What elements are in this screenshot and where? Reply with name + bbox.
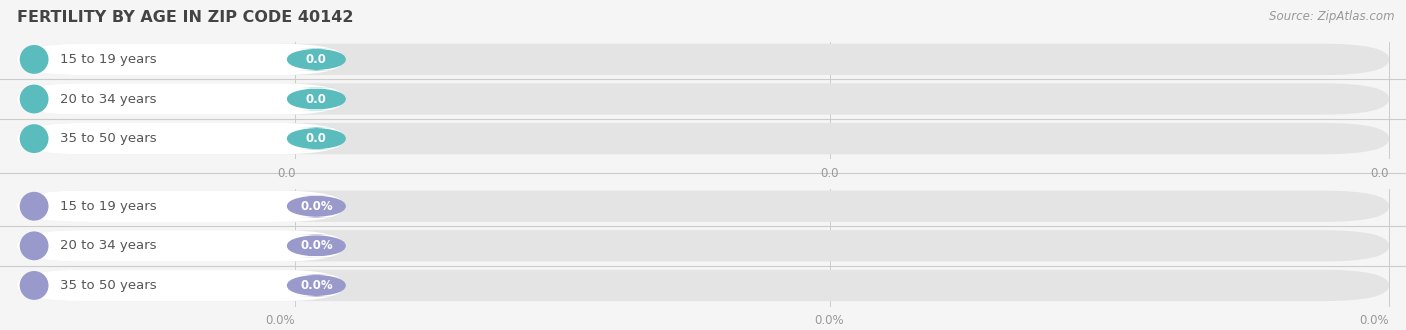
Text: 15 to 19 years: 15 to 19 years xyxy=(60,200,156,213)
FancyBboxPatch shape xyxy=(287,88,346,110)
Text: 0.0%: 0.0% xyxy=(299,239,333,252)
FancyBboxPatch shape xyxy=(17,270,344,301)
FancyBboxPatch shape xyxy=(287,127,346,150)
Ellipse shape xyxy=(20,124,49,153)
Text: 15 to 19 years: 15 to 19 years xyxy=(60,53,156,66)
FancyBboxPatch shape xyxy=(17,270,1389,301)
Text: 20 to 34 years: 20 to 34 years xyxy=(60,239,156,252)
Text: 0.0: 0.0 xyxy=(277,167,295,180)
FancyBboxPatch shape xyxy=(17,44,1389,75)
FancyBboxPatch shape xyxy=(17,230,344,261)
Text: FERTILITY BY AGE IN ZIP CODE 40142: FERTILITY BY AGE IN ZIP CODE 40142 xyxy=(17,10,353,25)
Ellipse shape xyxy=(20,45,49,74)
FancyBboxPatch shape xyxy=(287,195,346,217)
FancyBboxPatch shape xyxy=(17,83,1389,115)
FancyBboxPatch shape xyxy=(17,230,1389,261)
FancyBboxPatch shape xyxy=(17,191,344,222)
Text: 0.0%: 0.0% xyxy=(299,279,333,292)
FancyBboxPatch shape xyxy=(287,274,346,297)
FancyBboxPatch shape xyxy=(17,83,344,115)
FancyBboxPatch shape xyxy=(287,48,346,71)
FancyBboxPatch shape xyxy=(17,191,1389,222)
FancyBboxPatch shape xyxy=(17,123,344,154)
Text: 0.0: 0.0 xyxy=(307,53,326,66)
Text: 0.0: 0.0 xyxy=(820,167,839,180)
Ellipse shape xyxy=(20,271,49,300)
Ellipse shape xyxy=(20,231,49,260)
FancyBboxPatch shape xyxy=(17,123,1389,154)
Text: 0.0%: 0.0% xyxy=(1360,314,1389,327)
Ellipse shape xyxy=(20,84,49,114)
Text: 0.0%: 0.0% xyxy=(299,200,333,213)
Text: 0.0: 0.0 xyxy=(1371,167,1389,180)
Text: 0.0%: 0.0% xyxy=(266,314,295,327)
Text: 20 to 34 years: 20 to 34 years xyxy=(60,92,156,106)
Text: 35 to 50 years: 35 to 50 years xyxy=(60,279,156,292)
FancyBboxPatch shape xyxy=(17,44,344,75)
Ellipse shape xyxy=(20,192,49,221)
Text: 0.0: 0.0 xyxy=(307,92,326,106)
Text: Source: ZipAtlas.com: Source: ZipAtlas.com xyxy=(1270,10,1395,23)
FancyBboxPatch shape xyxy=(287,235,346,257)
Text: 35 to 50 years: 35 to 50 years xyxy=(60,132,156,145)
Text: 0.0: 0.0 xyxy=(307,132,326,145)
Text: 0.0%: 0.0% xyxy=(814,314,845,327)
